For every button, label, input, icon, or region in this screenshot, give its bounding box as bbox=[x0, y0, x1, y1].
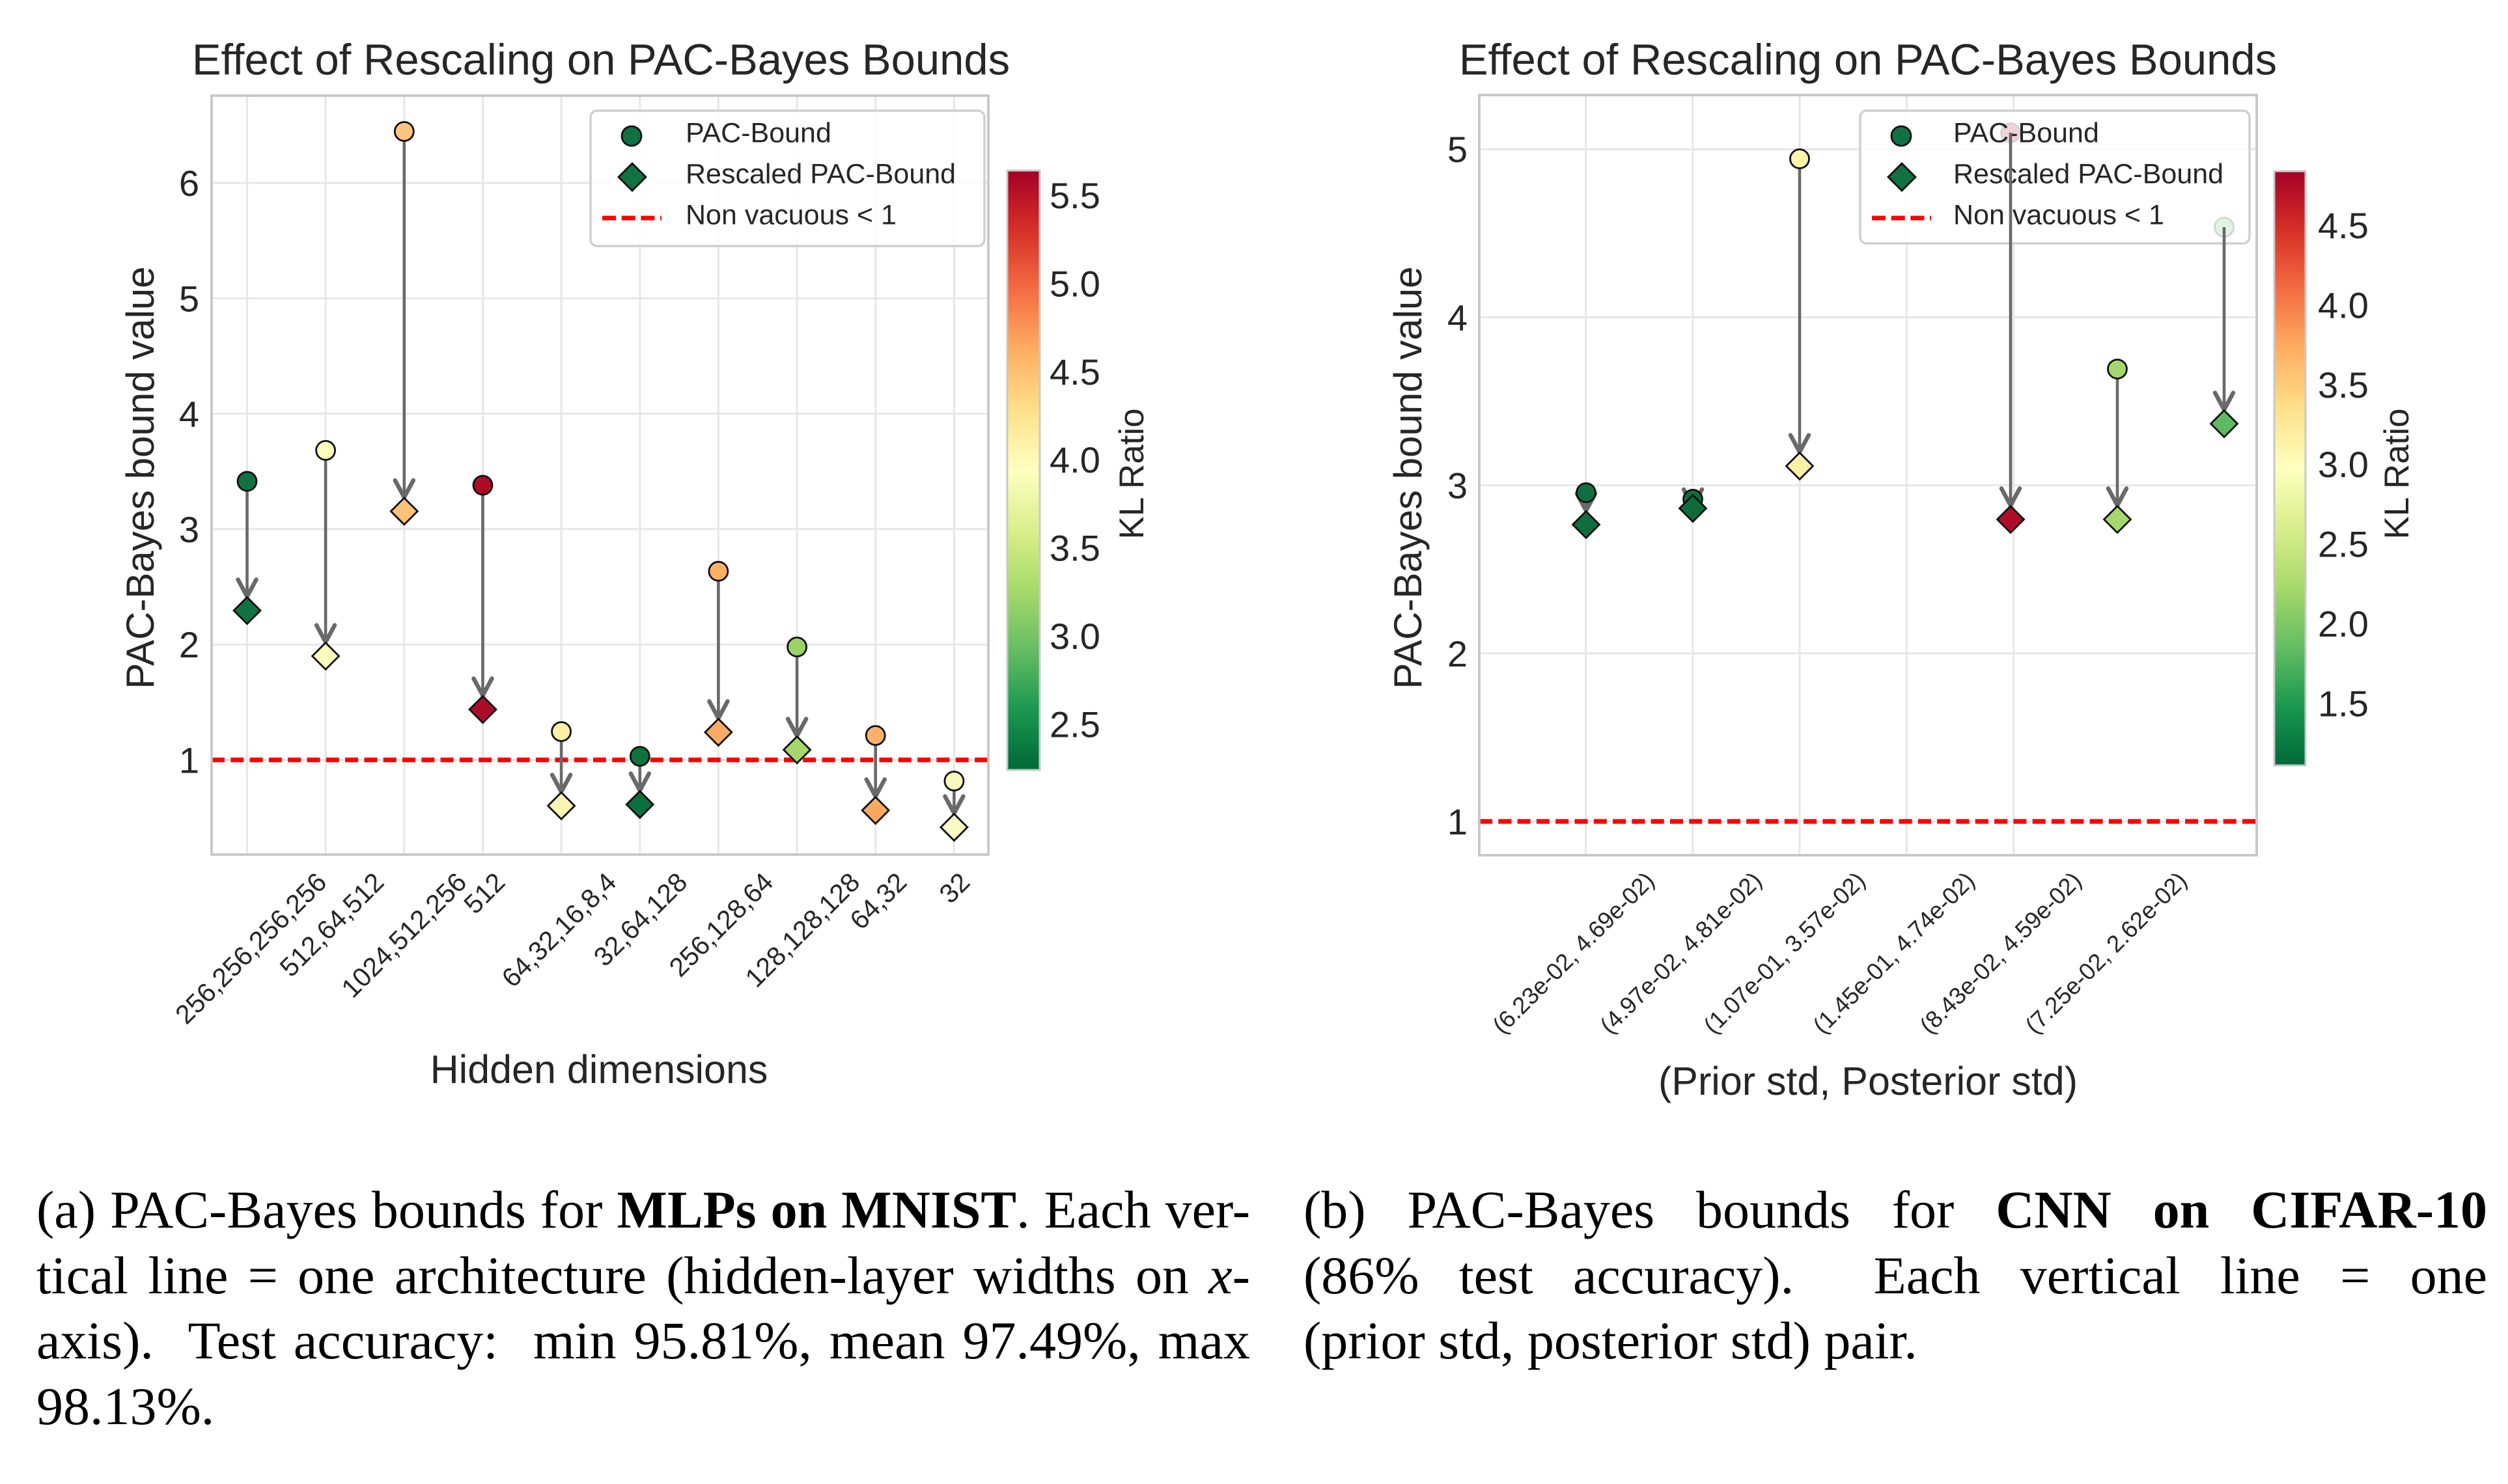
svg-text:1: 1 bbox=[179, 740, 199, 781]
svg-text:4.0: 4.0 bbox=[2318, 284, 2369, 325]
svg-text:5: 5 bbox=[1447, 129, 1468, 170]
svg-text:4.5: 4.5 bbox=[1050, 351, 1100, 392]
svg-text:PAC-Bayes bound value: PAC-Bayes bound value bbox=[1386, 266, 1430, 689]
svg-text:PAC-Bound: PAC-Bound bbox=[1953, 118, 2099, 149]
svg-text:2.5: 2.5 bbox=[1050, 704, 1100, 745]
svg-text:4: 4 bbox=[1447, 297, 1468, 338]
svg-text:PAC-Bayes bound value: PAC-Bayes bound value bbox=[118, 266, 162, 689]
svg-text:Effect of Rescaling on PAC-Bay: Effect of Rescaling on PAC-Bayes Bounds bbox=[1459, 36, 2277, 85]
svg-text:Non vacuous < 1: Non vacuous < 1 bbox=[686, 200, 897, 231]
svg-text:Rescaled PAC-Bound: Rescaled PAC-Bound bbox=[686, 159, 956, 190]
svg-text:Hidden dimensions: Hidden dimensions bbox=[430, 1047, 768, 1092]
svg-text:5.5: 5.5 bbox=[1050, 175, 1100, 216]
svg-text:Rescaled PAC-Bound: Rescaled PAC-Bound bbox=[1953, 159, 2223, 190]
svg-text:2.5: 2.5 bbox=[2318, 524, 2369, 565]
svg-text:Non vacuous < 1: Non vacuous < 1 bbox=[1953, 200, 2164, 231]
svg-text:3.0: 3.0 bbox=[1050, 616, 1100, 657]
svg-text:4: 4 bbox=[179, 394, 199, 435]
svg-text:PAC-Bound: PAC-Bound bbox=[686, 118, 831, 149]
svg-text:4.5: 4.5 bbox=[2318, 205, 2369, 246]
svg-text:2: 2 bbox=[1447, 633, 1468, 674]
svg-text:3: 3 bbox=[179, 509, 199, 550]
svg-text:1.5: 1.5 bbox=[2318, 683, 2369, 724]
svg-text:4.0: 4.0 bbox=[1050, 439, 1100, 480]
svg-text:Effect of Rescaling on PAC-Bay: Effect of Rescaling on PAC-Bayes Bounds bbox=[192, 36, 1010, 85]
svg-text:KL Ratio: KL Ratio bbox=[1113, 408, 1151, 539]
svg-text:3: 3 bbox=[1447, 465, 1468, 506]
svg-text:6: 6 bbox=[179, 163, 199, 204]
svg-text:2.0: 2.0 bbox=[2318, 603, 2369, 644]
svg-text:(Prior std, Posterior std): (Prior std, Posterior std) bbox=[1658, 1059, 2078, 1103]
svg-text:3.5: 3.5 bbox=[1050, 528, 1100, 569]
svg-text:5.0: 5.0 bbox=[1050, 263, 1100, 304]
svg-text:3.5: 3.5 bbox=[2318, 364, 2369, 405]
svg-text:2: 2 bbox=[179, 624, 199, 665]
svg-text:KL Ratio: KL Ratio bbox=[2378, 408, 2416, 539]
svg-text:5: 5 bbox=[179, 278, 199, 319]
svg-text:3.0: 3.0 bbox=[2318, 444, 2369, 485]
svg-text:1: 1 bbox=[1447, 801, 1468, 842]
